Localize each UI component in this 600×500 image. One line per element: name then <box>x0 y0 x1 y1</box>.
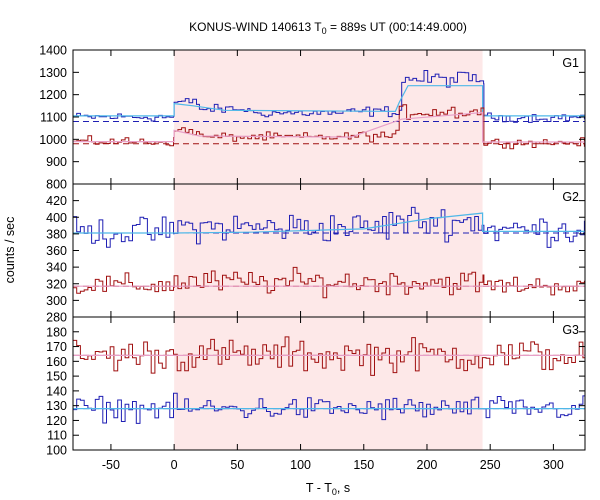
y-tick-label: 170 <box>46 340 67 354</box>
y-tick-label: 380 <box>46 227 67 241</box>
chart-title: KONUS-WIND 140613 T0 = 889s UT (00:14:49… <box>189 20 467 36</box>
y-tick-label: 400 <box>46 211 67 225</box>
y-tick-label: 360 <box>46 244 67 258</box>
series-g1-red <box>73 104 585 150</box>
fit-g1-blue <box>73 85 585 117</box>
y-tick-label: 100 <box>46 444 67 458</box>
series-g2-blue <box>73 206 585 248</box>
y-tick-label: 300 <box>46 294 67 308</box>
fit-g2-blue <box>73 212 585 234</box>
x-tick-label: 250 <box>480 458 501 472</box>
y-tick-label: 160 <box>46 355 67 369</box>
fit-g1-red <box>73 111 585 143</box>
x-tick-label: 150 <box>353 458 374 472</box>
panel-label-g3: G3 <box>562 323 579 337</box>
x-tick-label: 200 <box>417 458 438 472</box>
y-tick-label: 140 <box>46 384 67 398</box>
y-tick-label: 1400 <box>39 44 67 58</box>
y-tick-label: 320 <box>46 277 67 291</box>
panel-label-g2: G2 <box>562 190 579 204</box>
plot-area: 80090010001100120013001400G1280300320340… <box>39 44 586 472</box>
x-axis-label: T - T0, s <box>306 481 350 497</box>
y-tick-label: 130 <box>46 399 67 413</box>
highlight-interval-g2 <box>174 184 483 317</box>
series-g2-red <box>73 266 585 299</box>
y-tick-label: 340 <box>46 261 67 275</box>
y-tick-label: 150 <box>46 370 67 384</box>
panel-frame-g3 <box>72 316 586 451</box>
x-tick-label: 100 <box>290 458 311 472</box>
y-tick-label: 900 <box>46 155 67 169</box>
y-tick-label: 120 <box>46 414 67 428</box>
y-tick-label: 1200 <box>39 88 67 102</box>
y-tick-label: 1100 <box>40 111 67 125</box>
x-tick-label: -50 <box>102 458 120 472</box>
x-tick-label: 300 <box>543 458 564 472</box>
y-tick-label: 180 <box>46 325 67 339</box>
x-tick-label: 50 <box>230 458 244 472</box>
y-tick-label: 1000 <box>39 133 67 147</box>
series-g3-blue <box>73 392 585 424</box>
y-axis-label: counts / sec <box>3 217 17 284</box>
y-tick-label: 110 <box>47 429 67 443</box>
y-tick-label: 420 <box>46 194 67 208</box>
highlight-interval-g1 <box>174 50 483 184</box>
y-tick-label: 800 <box>46 178 67 192</box>
y-tick-label: 1300 <box>39 66 67 80</box>
highlight-interval-g3 <box>174 317 483 450</box>
x-tick-label: 0 <box>171 458 178 472</box>
panel-label-g1: G1 <box>562 56 579 70</box>
y-tick-label: 280 <box>46 311 67 325</box>
